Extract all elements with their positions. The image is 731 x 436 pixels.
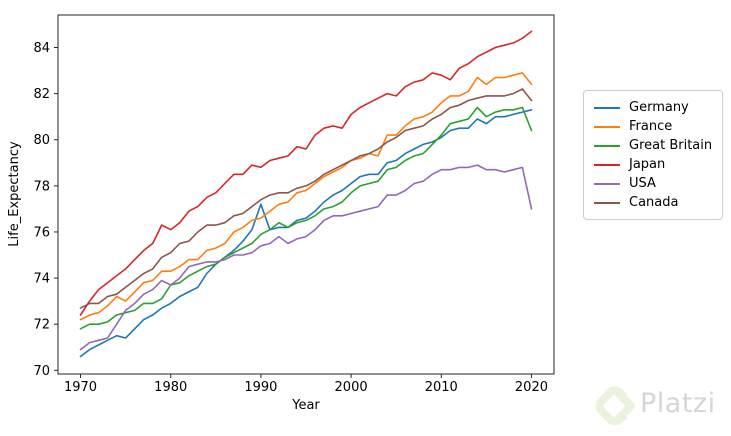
- legend-line-swatch: [594, 144, 620, 147]
- legend-item: USA: [594, 174, 712, 193]
- x-tick-label: 1970: [64, 380, 97, 395]
- watermark-label: Platzi: [640, 388, 716, 419]
- x-tick-label: 2010: [425, 380, 458, 395]
- y-tick-label: 80: [33, 133, 50, 148]
- legend-label: Great Britain: [629, 138, 713, 153]
- series-line-japan: [79, 30, 533, 316]
- legend-label: Germany: [629, 100, 689, 115]
- legend-item: Germany: [594, 98, 712, 117]
- legend-label: Japan: [629, 157, 666, 172]
- series-line-france: [79, 72, 533, 321]
- series-line-usa: [79, 164, 533, 351]
- legend-item: France: [594, 117, 712, 136]
- y-axis-label: Life_Expectancy: [7, 141, 22, 247]
- series-line-canada: [79, 88, 533, 309]
- legend-item: Canada: [594, 193, 712, 212]
- y-tick-label: 78: [33, 179, 50, 194]
- x-axis-label: Year: [291, 398, 320, 413]
- y-tick-label: 82: [33, 87, 50, 102]
- y-tick-label: 74: [33, 272, 50, 287]
- x-tick-label: 2000: [335, 380, 368, 395]
- y-tick-label: 76: [33, 225, 50, 240]
- y-tick-label: 72: [33, 318, 50, 333]
- legend: Germany France Great Britain Japan USA Canada: [583, 90, 723, 220]
- legend-label: France: [629, 119, 673, 134]
- legend-label: Canada: [629, 195, 679, 210]
- legend-item: Japan: [594, 155, 712, 174]
- series-line-germany: [79, 109, 533, 358]
- axis-ticks: 1970 1980 1990 2000 2010 2020 70 72 74 76 78 80 82 84: [33, 41, 548, 395]
- legend-line-swatch: [594, 125, 620, 128]
- legend-line-swatch: [594, 106, 620, 109]
- y-tick-label: 70: [33, 364, 50, 379]
- x-tick-label: 1990: [244, 380, 277, 395]
- series-lines: [79, 30, 533, 358]
- legend-line-swatch: [594, 201, 620, 204]
- watermark: Platzi: [591, 381, 731, 432]
- x-tick-label: 2020: [515, 380, 548, 395]
- legend-label: USA: [629, 176, 656, 191]
- y-tick-label: 84: [33, 41, 50, 56]
- series-line-great-britain: [79, 106, 533, 330]
- legend-line-swatch: [594, 163, 620, 166]
- legend-item: Great Britain: [594, 136, 712, 155]
- platzi-logo-icon: [595, 386, 639, 426]
- axes-frame: [57, 14, 555, 375]
- x-tick-label: 1980: [154, 380, 187, 395]
- legend-line-swatch: [594, 182, 620, 185]
